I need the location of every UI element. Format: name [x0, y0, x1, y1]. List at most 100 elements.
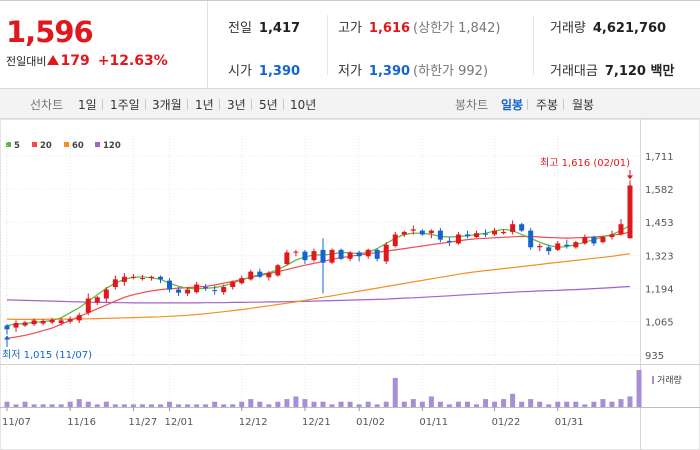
volume-bar: [22, 401, 28, 407]
volume-bar: [618, 399, 624, 407]
y-tick-label: 1,194: [645, 285, 674, 296]
candle-body: [329, 249, 335, 263]
period-1d[interactable]: 1일: [78, 98, 97, 112]
x-tick-label: 01/02: [356, 417, 385, 428]
candle-body: [112, 279, 118, 288]
min-arrow-head: [4, 335, 10, 340]
prev-close-value: 1,417: [258, 21, 301, 36]
volume-label: 거래량: [550, 21, 586, 36]
upper-limit: (상한가 1,842): [413, 21, 501, 36]
volume-bar: [176, 404, 182, 407]
high-value: 1,616: [368, 21, 411, 36]
candle-body: [121, 276, 127, 282]
current-price: 1,596: [6, 15, 94, 49]
period-1w[interactable]: 1주일: [110, 98, 140, 112]
volume-bar: [58, 404, 64, 407]
volume-bar: [148, 404, 154, 407]
chart-frame: [0, 119, 700, 450]
y-tick-label: 1,582: [645, 185, 674, 196]
up-triangle-icon: [47, 55, 60, 65]
candle-daily[interactable]: 일봉: [501, 98, 524, 112]
period-5y[interactable]: 5년: [259, 98, 278, 112]
candle-body: [293, 251, 299, 253]
candle-body: [194, 284, 200, 293]
volume-legend-swatch: [652, 376, 654, 384]
candle-body: [474, 233, 480, 238]
candle-body: [483, 233, 489, 235]
ma20-line: [6, 231, 631, 339]
volume-bar: [464, 401, 470, 407]
volume-bar: [609, 401, 615, 407]
legend-label: 20: [40, 141, 52, 151]
candle-body: [555, 243, 561, 250]
volume-bar: [167, 401, 173, 407]
x-tick-label: 01/11: [419, 417, 448, 428]
prev-close: 전일 1,417: [228, 17, 300, 36]
volume-bar: [555, 401, 561, 407]
divider: [527, 99, 528, 110]
candle-body: [573, 242, 579, 248]
volume-bar: [121, 404, 127, 407]
candle-body: [49, 319, 55, 323]
candle-weekly[interactable]: 주봉: [536, 98, 559, 112]
volume-bar: [528, 399, 534, 407]
change-value: 179: [60, 53, 90, 69]
period-10y[interactable]: 10년: [290, 98, 317, 112]
volume-bar: [157, 404, 163, 407]
volume-bar: [230, 404, 236, 407]
volume-bar: [627, 396, 633, 407]
candle-body: [230, 281, 236, 288]
candle-body: [257, 271, 263, 277]
period-1y[interactable]: 1년: [195, 98, 214, 112]
divider: [219, 99, 220, 110]
volume-bar: [401, 401, 407, 407]
divider: [533, 15, 534, 75]
candle-body: [275, 265, 281, 276]
candle-body: [591, 237, 597, 244]
volume-bar: [94, 404, 100, 407]
candle-body: [248, 271, 254, 280]
volume-bar: [185, 404, 191, 407]
legend-swatch: [6, 142, 11, 147]
low-value: 1,390: [368, 64, 411, 79]
candle-body: [148, 276, 154, 279]
volume-bar: [437, 401, 443, 407]
candle-body: [67, 319, 73, 322]
legend-swatch: [95, 142, 100, 147]
volume-bar: [139, 404, 145, 407]
legend-swatch: [64, 142, 69, 147]
candle-body: [31, 320, 37, 325]
volume-bar: [347, 401, 353, 407]
volume-bar: [284, 399, 290, 407]
volume-bar: [501, 399, 507, 407]
price-chart[interactable]: 1,711 1,582 1,453 1,323 1,194 1,065 935 11/07 11…: [0, 119, 700, 450]
low-label: 저가: [338, 64, 362, 79]
legend-ma60: 60: [64, 141, 84, 151]
candle-body: [139, 278, 145, 280]
candle-body: [22, 322, 28, 326]
volume-bar: [275, 401, 281, 407]
candle-body: [365, 249, 371, 257]
volume-bar: [365, 401, 371, 407]
period-3y[interactable]: 3년: [227, 98, 246, 112]
x-tick-label: 11/27: [128, 417, 157, 428]
candle-chart-label: 봉차트: [455, 98, 489, 112]
volume-bar: [130, 404, 136, 407]
legend-swatch: [32, 142, 37, 147]
open-value: 1,390: [258, 64, 301, 79]
volume-bar: [85, 401, 91, 407]
candle-body: [510, 224, 516, 232]
volume-bar: [564, 401, 570, 407]
candle-body: [428, 230, 434, 234]
candle-body: [58, 320, 64, 323]
open-price: 시가 1,390: [228, 60, 300, 79]
volume-bar: [194, 404, 200, 407]
volume-bar: [600, 399, 606, 407]
candle-body: [618, 224, 624, 235]
high-price: 고가 1,616 (상한가 1,842): [338, 17, 500, 36]
candle-monthly[interactable]: 월봉: [572, 98, 595, 112]
candle-body: [13, 322, 19, 328]
period-3m[interactable]: 3개월: [152, 98, 182, 112]
candle-body: [221, 287, 227, 293]
amount-label: 거래대금: [550, 64, 598, 79]
